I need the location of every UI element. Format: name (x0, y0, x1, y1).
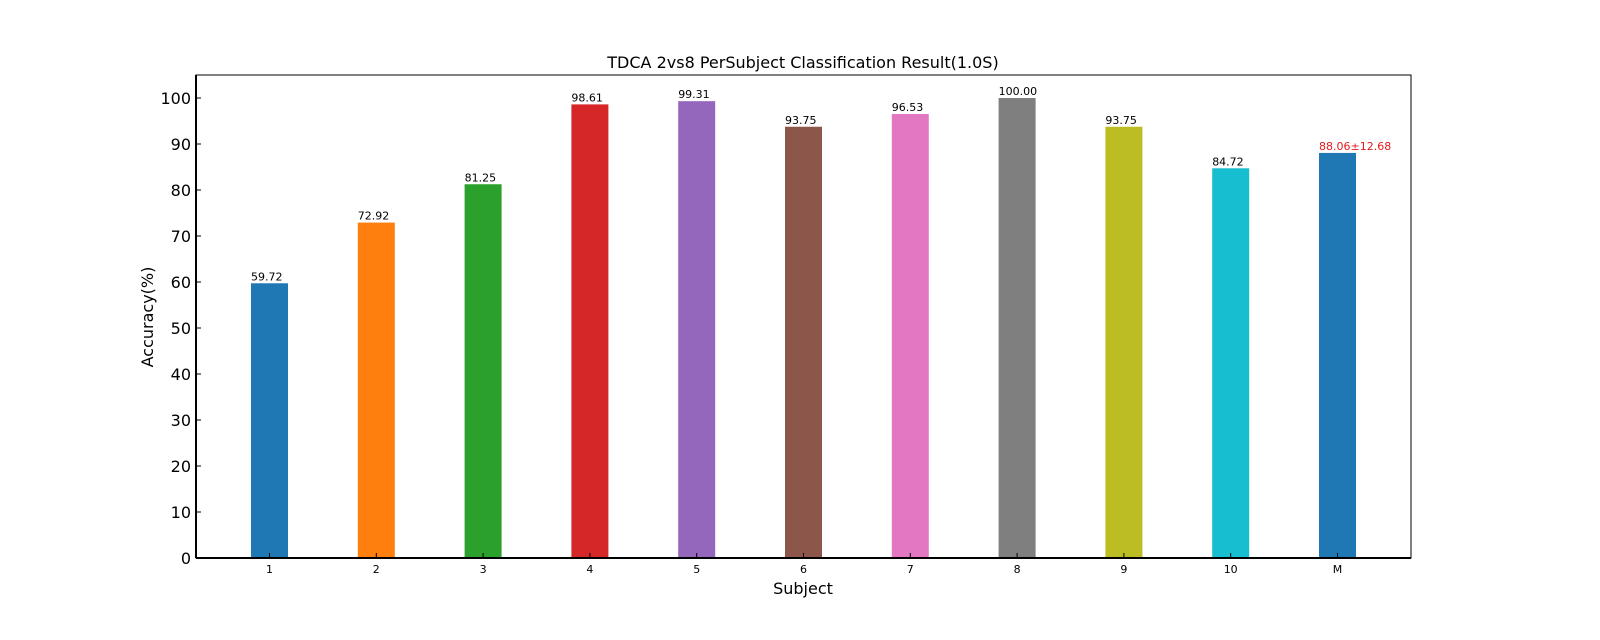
x-tick-label: 5 (693, 563, 700, 576)
y-axis-title: Accuracy(%) (138, 267, 157, 368)
bar-value-label: 93.75 (785, 114, 817, 127)
y-tick-label: 20 (171, 457, 191, 476)
bar-value-label: 98.61 (571, 91, 603, 104)
bar-value-label: 96.53 (892, 101, 924, 114)
bar-value-label: 84.72 (1212, 155, 1244, 168)
bar-value-label: 99.31 (678, 88, 710, 101)
bar-1 (251, 283, 288, 558)
bar-M (1319, 152, 1356, 558)
y-tick-label: 50 (171, 319, 191, 338)
bar-2 (357, 222, 395, 558)
y-tick-label: 70 (171, 227, 191, 246)
x-tick-label: 1 (266, 563, 273, 576)
bar-10 (1212, 168, 1250, 558)
x-tick-label: 6 (800, 563, 807, 576)
chart-title: TDCA 2vs8 PerSubject Classification Resu… (606, 53, 998, 72)
bar-5 (678, 101, 716, 558)
bar-value-label: 93.75 (1105, 114, 1137, 127)
bar-labels-group: 59.72 72.92 81.25 98.61 99.31 93.75 96.53 100.0… (251, 85, 1391, 283)
x-tick-label: 10 (1224, 563, 1238, 576)
bar-value-label: 88.06±12.68 (1319, 140, 1391, 153)
bar-value-label: 59.72 (251, 270, 283, 283)
bar-3 (464, 184, 502, 558)
bar-value-label: 100.00 (999, 85, 1038, 98)
x-tick-label: M (1333, 563, 1343, 576)
x-tick-label: 9 (1120, 563, 1127, 576)
y-tick-label: 90 (171, 135, 191, 154)
bar-9 (1105, 126, 1143, 558)
bar-4 (571, 104, 609, 559)
bar-8 (998, 98, 1036, 558)
bars-group (251, 98, 1356, 559)
y-tick-label: 30 (171, 411, 191, 430)
x-tick-label: 8 (1014, 563, 1021, 576)
y-tick-label: 40 (171, 365, 191, 384)
y-tick-label: 80 (171, 181, 191, 200)
y-tick-label: 10 (171, 503, 191, 522)
y-tick-label: 100 (160, 89, 191, 108)
x-tick-label: 2 (373, 563, 380, 576)
bar-7 (891, 113, 929, 558)
bar-6 (785, 126, 822, 558)
x-tick-label: 4 (586, 563, 593, 576)
x-axis-title: Subject (773, 579, 833, 598)
y-axis: 0 10 20 30 40 50 60 70 80 90 100 (160, 89, 201, 568)
y-tick-label: 0 (181, 549, 191, 568)
x-tick-label: 7 (907, 563, 914, 576)
y-tick-label: 60 (171, 273, 191, 292)
bar-value-label: 72.92 (358, 210, 390, 223)
bar-value-label: 81.25 (465, 171, 497, 184)
x-tick-label: 3 (480, 563, 487, 576)
